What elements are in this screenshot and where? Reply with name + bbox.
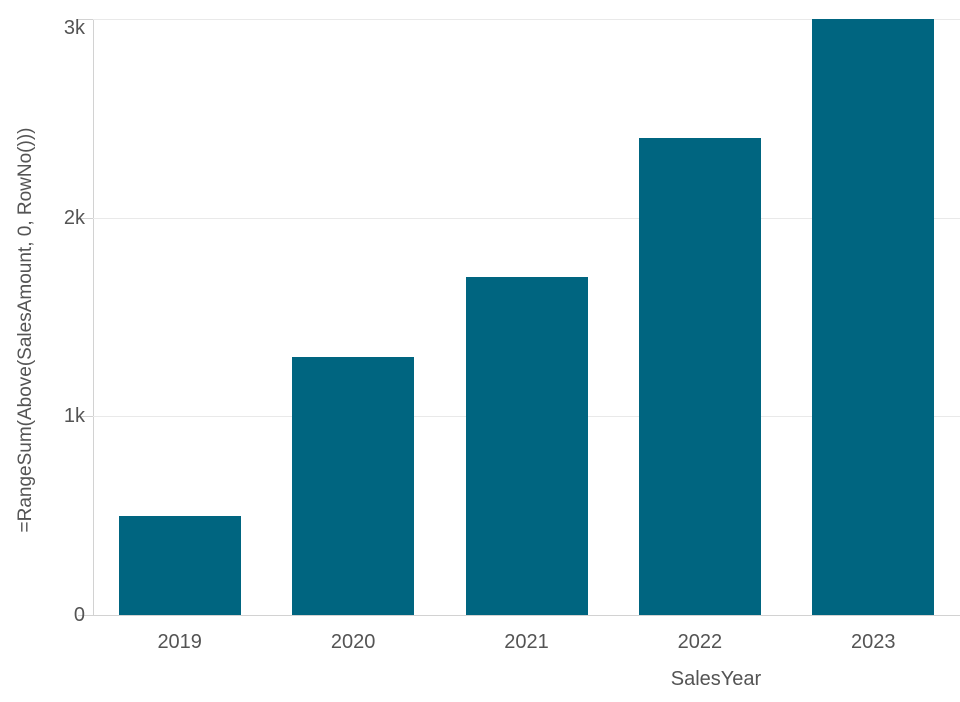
y-tick-label: 1k	[63, 405, 85, 428]
gridline	[93, 217, 960, 219]
y-axis-tick	[78, 19, 93, 20]
bar-2019[interactable]	[118, 515, 241, 615]
y-tick-label: 0	[73, 604, 85, 626]
x-tick-label: 2020	[330, 631, 376, 653]
bar-2022[interactable]	[638, 138, 761, 615]
y-axis-tick	[78, 416, 93, 418]
y-tick-label: 2k	[63, 206, 85, 229]
bar-2023[interactable]	[812, 19, 935, 615]
x-tick-label: 2022	[677, 631, 723, 653]
y-axis-line	[93, 19, 94, 615]
bar-2020[interactable]	[292, 356, 415, 615]
y-axis-tick	[78, 615, 93, 616]
x-tick-label: 2019	[157, 631, 202, 653]
y-axis-tick	[78, 217, 93, 219]
x-tick-label: 2023	[851, 631, 896, 653]
x-axis-title: SalesYear	[670, 668, 762, 690]
bar-2021[interactable]	[465, 277, 588, 615]
x-axis-line	[93, 615, 960, 616]
y-tick-label: 3k	[63, 17, 85, 39]
x-tick-label: 2021	[504, 631, 549, 653]
gridline	[93, 19, 960, 20]
